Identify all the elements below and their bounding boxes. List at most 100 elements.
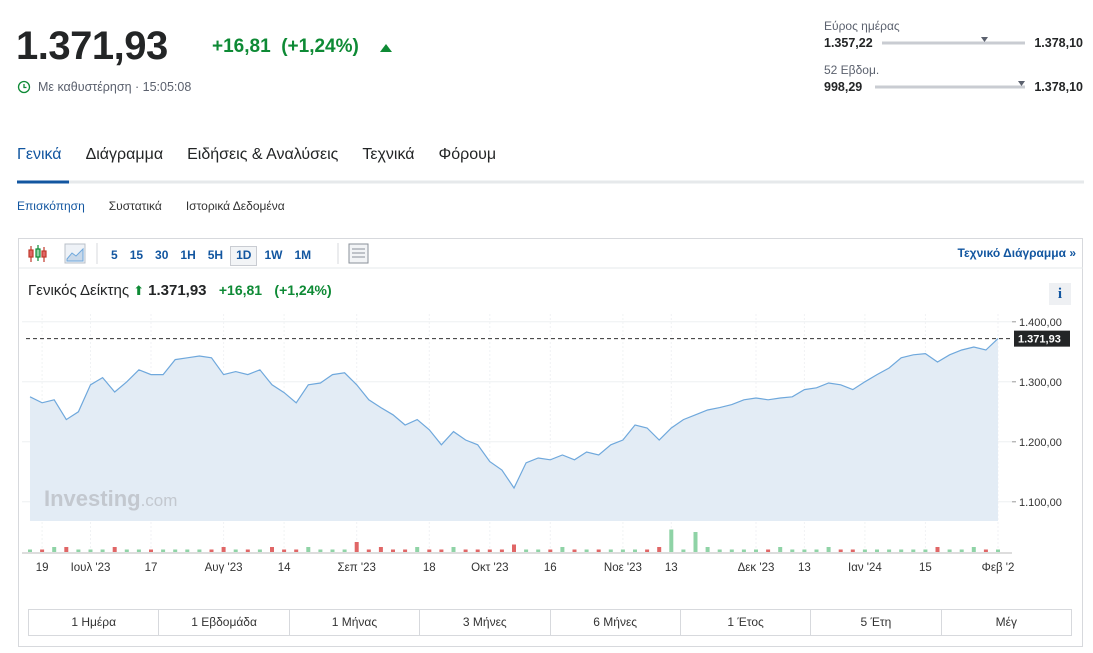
day-range-low: 1.357,22: [824, 36, 873, 50]
y-tick-label: 1.300,00: [1019, 377, 1062, 389]
tab[interactable]: Φόρουμ: [438, 146, 497, 163]
range-button[interactable]: 1 Έτος: [679, 610, 810, 635]
clock-icon: [17, 80, 31, 94]
area: [30, 338, 998, 521]
x-tick-label: 13: [665, 562, 678, 574]
range-button[interactable]: 1 Ημέρα: [71, 615, 117, 629]
tab[interactable]: Διάγραμμα: [85, 146, 164, 163]
x-tick-label: Οκτ '23: [471, 562, 508, 574]
volume-bar: [657, 547, 662, 552]
volume-bar: [499, 549, 504, 552]
interval[interactable]: 5H: [207, 248, 224, 262]
volume-bar: [548, 549, 553, 552]
volume-bar: [596, 549, 601, 552]
x-tick-label: Φεβ '2: [982, 562, 1015, 574]
volume-bar: [318, 549, 323, 552]
week52-low: 998,29: [824, 80, 863, 94]
watermark: Investing.com: [44, 486, 177, 511]
volume-bar: [947, 549, 952, 552]
subtab[interactable]: Επισκόπηση: [17, 199, 85, 213]
volume-bar: [366, 549, 371, 552]
y-tick-label: 1.400,00: [1019, 317, 1062, 329]
subtab[interactable]: Συστατικά: [108, 199, 162, 213]
chart-header: Γενικός Δείκτης ⬆ 1.371,93 +16,81 (+1,24%…: [28, 282, 332, 299]
subtab[interactable]: Ιστορικά Δεδομένα: [185, 199, 285, 213]
range-button[interactable]: 3 Μήνες: [419, 610, 549, 635]
change-value: +16,81: [212, 36, 271, 57]
volume-bar: [899, 549, 904, 552]
interval[interactable]: 5: [111, 248, 118, 262]
volume-bar: [40, 549, 45, 552]
volume-bar: [487, 549, 492, 552]
volume-bar: [391, 549, 395, 552]
volume-bar: [354, 542, 359, 552]
volume-bar: [64, 547, 69, 552]
range-button[interactable]: 6 Μήνες: [549, 610, 680, 635]
interval[interactable]: 1M: [294, 248, 312, 262]
volume-bar: [814, 549, 819, 552]
volume-bar: [463, 549, 468, 552]
volume-bar: [88, 549, 93, 552]
volume-bar: [149, 549, 153, 552]
interval[interactable]: 1W: [264, 248, 283, 262]
range-button[interactable]: 1 Μήνας: [288, 610, 419, 635]
info-button[interactable]: i: [1049, 283, 1071, 305]
x-tick-label: 19: [36, 562, 49, 574]
volume-bar: [524, 549, 529, 552]
volume-bar: [996, 549, 1000, 552]
interval[interactable]: 15: [129, 248, 144, 262]
chart-box: [18, 238, 1083, 647]
volume-bar: [427, 549, 432, 552]
volume-bar: [620, 549, 625, 552]
week52-range-marker: [1018, 81, 1025, 86]
volume-bar: [717, 549, 722, 552]
x-tick-label: Ιαν '24: [848, 562, 882, 574]
interval[interactable]: 30: [155, 248, 169, 262]
volume-bar: [754, 549, 758, 552]
volume-bar: [971, 547, 976, 552]
volume-bar: [959, 549, 964, 552]
candle-icon[interactable]: [28, 245, 47, 262]
subtabs: Επισκόπηση Συστατικά Ιστορικά Δεδομένα: [17, 199, 285, 213]
last-price-label: 1.371,93: [1018, 334, 1061, 346]
volume-bar: [935, 547, 940, 552]
volume-bar: [826, 547, 831, 552]
watermark-suffix: .com: [141, 491, 178, 510]
up-arrow: [380, 44, 392, 52]
tab[interactable]: Τεχνικά: [362, 146, 415, 163]
volume-bar: [983, 549, 988, 552]
volume-bar: [52, 547, 57, 552]
volume-bar: [233, 549, 238, 552]
table-icon[interactable]: [348, 243, 369, 264]
range-button[interactable]: 5 Έτη: [810, 610, 940, 635]
area-icon[interactable]: [64, 243, 86, 264]
day-range-marker: [981, 37, 988, 42]
x-tick-label: 15: [919, 562, 932, 574]
range-button[interactable]: Μέγ: [940, 610, 1071, 635]
tab[interactable]: Ειδήσεις & Αναλύσεις: [187, 146, 339, 163]
tab[interactable]: Γενικά: [17, 146, 62, 163]
watermark-brand: Investing: [44, 486, 141, 511]
volume-bar: [136, 549, 141, 552]
last-price-box: [1014, 330, 1070, 347]
x-tick-label: Νοε '23: [604, 562, 642, 574]
volume-bar: [645, 549, 650, 552]
interval[interactable]: 1H: [180, 248, 196, 262]
volume-bar: [669, 529, 674, 552]
technical-chart-link[interactable]: Τεχνικό Διάγραμμα »: [957, 246, 1076, 260]
x-tick-label: 16: [544, 562, 557, 574]
x-tick-label: 14: [278, 562, 291, 574]
volume-bar: [28, 549, 32, 552]
x-tick-label: Αυγ '23: [205, 562, 243, 574]
volume-bar: [173, 549, 178, 552]
index-name: Γενικός Δείκτης: [28, 282, 130, 299]
range-button[interactable]: 1 Εβδομάδα: [158, 610, 288, 635]
volume-bar: [378, 547, 383, 552]
interval[interactable]: 1D: [230, 246, 258, 266]
index-change: +16,81: [218, 282, 263, 298]
volume-bar: [572, 549, 577, 552]
volume-bar: [439, 549, 444, 552]
volume-bar: [790, 549, 795, 552]
